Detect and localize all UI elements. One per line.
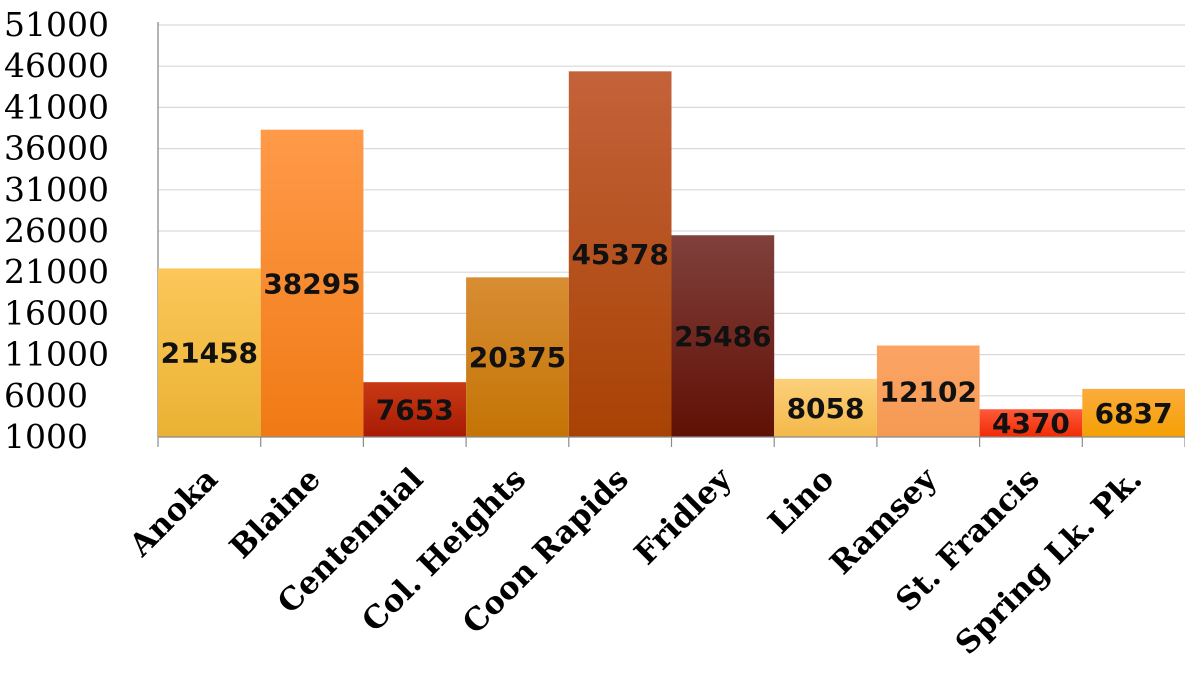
bar	[774, 378, 877, 437]
bar	[260, 129, 364, 437]
bar	[568, 71, 672, 437]
y-tick-label: 31000	[4, 170, 109, 209]
bar	[1082, 388, 1185, 437]
y-tick-label: 36000	[4, 129, 109, 168]
y-tick-label: 11000	[4, 335, 109, 374]
bar	[876, 345, 980, 437]
bar	[466, 277, 569, 437]
y-tick-label: 1000	[4, 417, 88, 456]
bar	[979, 409, 1083, 437]
bar	[158, 268, 261, 437]
data-label: 7653	[376, 394, 454, 427]
bar	[363, 382, 467, 437]
bar	[671, 235, 775, 437]
x-tick-label: Anoka	[122, 461, 225, 564]
y-tick-label: 41000	[4, 87, 109, 126]
data-label: 20375	[469, 341, 566, 374]
x-tick-label: Blaine	[223, 461, 328, 566]
y-tick-label: 51000	[4, 5, 109, 44]
y-tick-label: 6000	[4, 376, 88, 415]
x-tick-label: Lino	[761, 461, 841, 541]
data-label: 4370	[992, 407, 1070, 440]
y-tick-label: 46000	[4, 46, 109, 85]
y-tick-label: 21000	[4, 252, 109, 291]
data-label: 12102	[880, 375, 977, 408]
y-tick-label: 26000	[4, 211, 109, 250]
data-label: 8058	[787, 392, 865, 425]
x-tick-label: Fridley	[628, 461, 740, 573]
data-label: 6837	[1095, 397, 1173, 430]
data-label: 25486	[674, 320, 771, 353]
data-label: 38295	[263, 267, 360, 300]
y-tick-label: 16000	[4, 293, 109, 332]
data-label: 21458	[161, 337, 258, 370]
x-tick-label: Spring Lk. Pk.	[949, 461, 1150, 662]
data-label: 45378	[571, 238, 668, 271]
